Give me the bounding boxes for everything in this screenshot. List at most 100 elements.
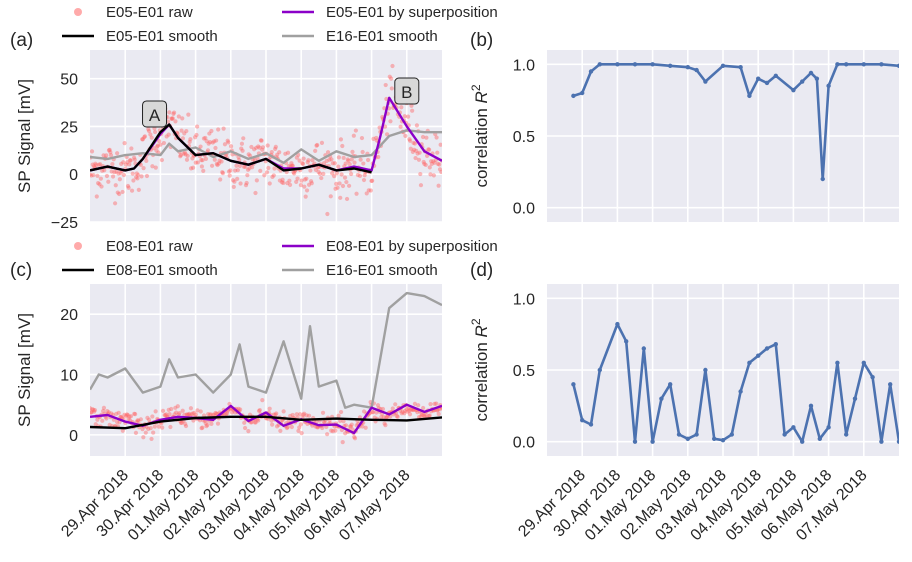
raw-point (330, 161, 335, 166)
raw-point (411, 140, 416, 146)
raw-point (101, 405, 107, 410)
data-point (597, 62, 602, 67)
raw-point (189, 412, 194, 417)
raw-point (349, 171, 354, 177)
raw-point (91, 173, 96, 178)
raw-point (285, 150, 291, 155)
raw-point (252, 420, 258, 425)
raw-point (405, 409, 410, 414)
raw-point (404, 407, 409, 412)
raw-point (424, 153, 430, 158)
raw-point (269, 150, 274, 155)
raw-point (139, 174, 144, 179)
raw-point (193, 412, 198, 417)
raw-point (210, 412, 216, 417)
raw-point (364, 191, 369, 196)
annotation-box (394, 77, 420, 105)
raw-point (190, 165, 196, 170)
annotation-label: B (401, 83, 412, 102)
raw-point (370, 178, 375, 183)
raw-point (193, 135, 198, 140)
raw-point (222, 412, 227, 417)
raw-point (428, 172, 433, 177)
raw-point (132, 411, 137, 416)
raw-point (407, 412, 413, 417)
raw-point (346, 183, 352, 188)
raw-point (144, 173, 150, 179)
raw-point (283, 151, 288, 156)
raw-point (239, 141, 245, 146)
raw-point (388, 119, 393, 124)
series-line-correlation (572, 322, 899, 444)
raw-point (330, 429, 335, 434)
raw-point (127, 414, 132, 419)
raw-point (101, 153, 106, 158)
raw-point (418, 183, 424, 188)
raw-point (410, 407, 415, 412)
raw-point (324, 158, 329, 163)
raw-point (434, 408, 440, 413)
raw-point (309, 181, 314, 186)
raw-point (200, 158, 205, 163)
raw-point (159, 157, 164, 163)
raw-point (400, 409, 405, 415)
raw-point (429, 161, 434, 167)
data-point (580, 90, 585, 96)
data-point (800, 439, 805, 444)
raw-point (183, 423, 189, 429)
raw-point (169, 116, 174, 121)
raw-point (365, 157, 371, 163)
raw-point (389, 86, 394, 91)
raw-point (174, 410, 179, 415)
raw-point (321, 161, 327, 166)
data-point (588, 69, 594, 74)
raw-point (284, 425, 290, 431)
raw-point (306, 158, 311, 163)
raw-point (129, 146, 134, 151)
raw-point (172, 110, 177, 115)
raw-point (384, 415, 389, 420)
raw-point (240, 148, 245, 153)
raw-point (136, 187, 141, 192)
raw-point (216, 161, 221, 166)
chart-panel-b: 1.0 0.5 0.0 (b) correlation R2 (469, 30, 899, 222)
raw-point (302, 184, 307, 189)
raw-point (136, 172, 141, 178)
data-point (597, 367, 602, 373)
raw-point (320, 425, 325, 431)
raw-point (186, 112, 191, 117)
raw-point (332, 174, 337, 179)
raw-point (288, 413, 293, 419)
raw-point (172, 412, 177, 417)
raw-point (168, 424, 173, 430)
data-point (580, 417, 585, 423)
raw-point (344, 179, 349, 185)
raw-point (199, 158, 204, 163)
raw-point (260, 145, 266, 150)
raw-point (302, 411, 307, 416)
raw-point (304, 188, 310, 193)
raw-point (252, 147, 257, 152)
raw-point (325, 150, 331, 155)
panel-label: (b) (470, 30, 493, 51)
data-point (861, 62, 866, 67)
raw-point (434, 401, 439, 406)
raw-point (304, 176, 309, 181)
raw-point (238, 181, 243, 186)
series-line-e05-e01-smooth (90, 123, 372, 174)
raw-point (314, 143, 319, 148)
raw-point (164, 134, 169, 139)
raw-point (215, 421, 221, 426)
data-point (650, 62, 655, 67)
raw-point (384, 96, 389, 102)
raw-point (340, 143, 345, 149)
data-point (879, 439, 884, 444)
raw-point (148, 132, 153, 137)
raw-point (275, 152, 280, 157)
raw-point (258, 138, 264, 143)
raw-point (375, 403, 381, 408)
raw-point (136, 418, 141, 423)
raw-point (214, 161, 219, 166)
raw-point (337, 181, 342, 186)
data-point (879, 62, 884, 67)
